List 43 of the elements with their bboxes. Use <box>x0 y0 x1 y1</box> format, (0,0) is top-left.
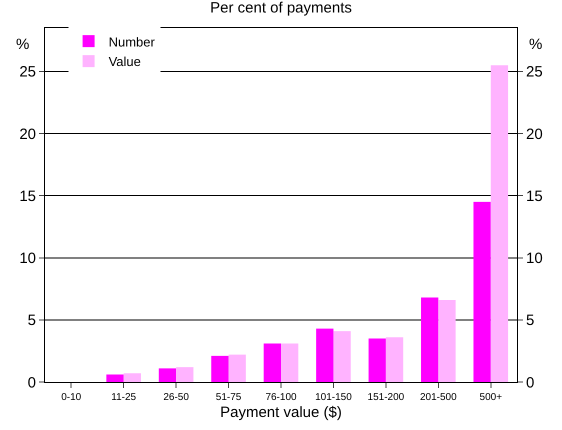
bar <box>421 298 438 382</box>
x-tick-label: 0-10 <box>61 392 82 403</box>
bar <box>386 337 404 382</box>
bar <box>490 65 508 382</box>
bar <box>211 356 229 382</box>
y2-axis-title: % <box>529 36 542 53</box>
y2-tick-label: 20 <box>526 126 543 143</box>
x-tick-label: 51-75 <box>216 392 242 403</box>
bar <box>316 328 334 382</box>
bar <box>281 343 298 382</box>
y-tick-label: 20 <box>19 126 36 143</box>
bar <box>228 354 246 382</box>
bar <box>176 367 194 382</box>
x-tick-label: 11-25 <box>111 392 137 403</box>
y-tick-label: 15 <box>19 188 36 205</box>
x-axis-title: Payment value ($) <box>220 404 342 421</box>
legend-label: Number <box>108 34 156 50</box>
legend-label: Value <box>108 54 141 70</box>
bar <box>124 373 141 382</box>
x-tick-label: 151-200 <box>368 392 405 403</box>
chart-title: Per cent of payments <box>210 0 352 17</box>
bar <box>158 368 176 382</box>
y2-tick-label: 5 <box>526 312 534 330</box>
y-tick-label: 10 <box>19 250 36 268</box>
bar <box>368 338 386 382</box>
x-tick-label: 26-50 <box>163 392 190 403</box>
bar <box>264 343 281 382</box>
y2-tick-label: 25 <box>526 64 543 81</box>
bar <box>106 374 124 382</box>
x-tick-label: 500+ <box>480 392 502 403</box>
y-tick-label: 5 <box>28 312 36 330</box>
y-tick-label: 0 <box>28 374 36 392</box>
y2-tick-label: 0 <box>526 374 534 392</box>
x-tick-label: 101-150 <box>315 392 352 403</box>
bar <box>333 331 351 382</box>
y-tick-label: 25 <box>19 64 36 81</box>
x-tick-label: 201-500 <box>420 392 458 403</box>
y2-tick-label: 10 <box>526 250 543 268</box>
y-axis-title: % <box>16 36 30 53</box>
bar <box>473 202 491 382</box>
y2-tick-label: 15 <box>526 188 543 205</box>
bar <box>438 300 456 382</box>
x-tick-label: 76-100 <box>265 392 298 403</box>
